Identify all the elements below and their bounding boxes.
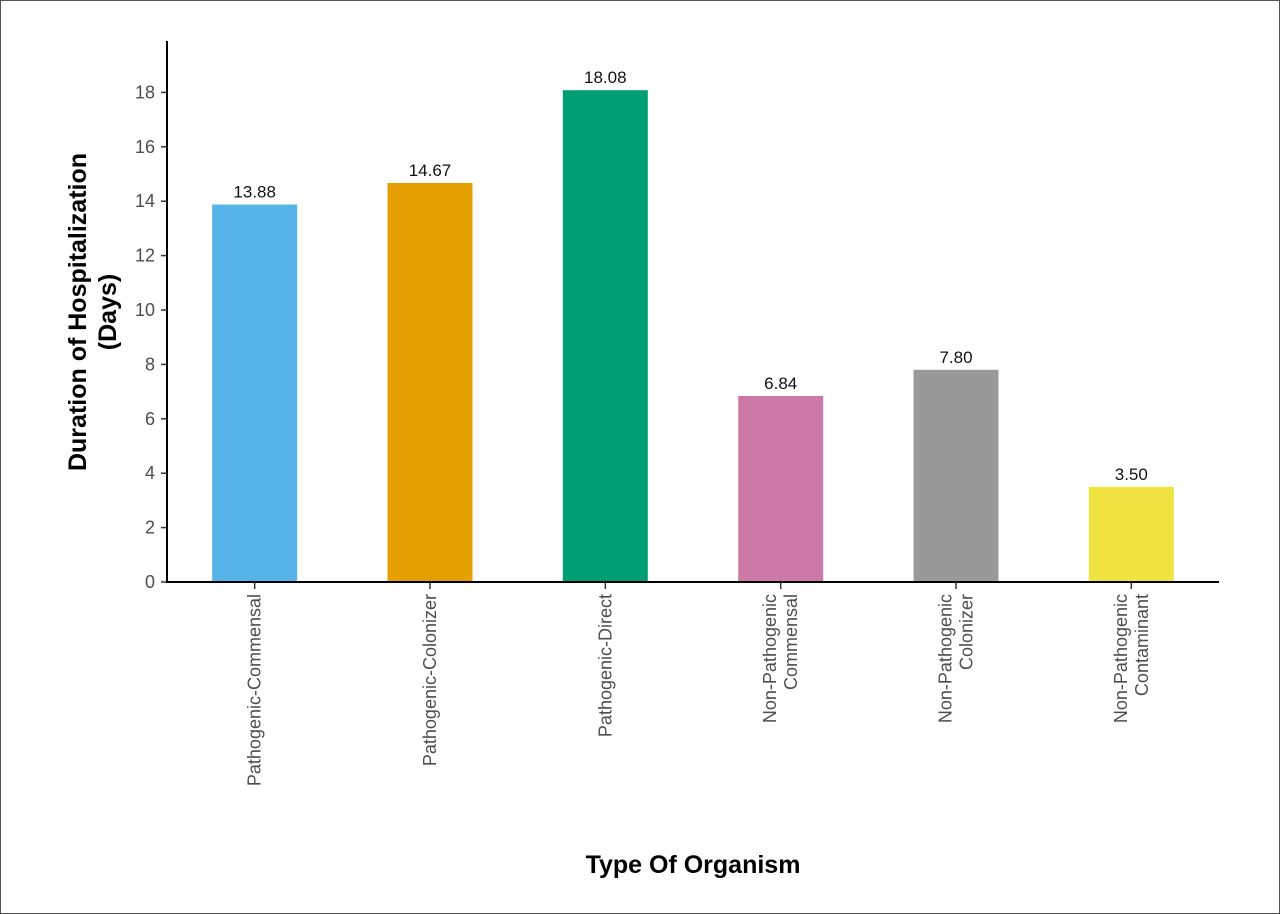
y-axis-title: Duration of Hospitalization(Days) [64,153,122,471]
y-tick-label: 6 [145,409,155,429]
x-tick-label: Pathogenic-Commensal [245,594,265,786]
y-tick-label: 8 [145,354,155,374]
y-tick-label: 10 [135,300,155,320]
bar-value-label: 14.67 [409,161,452,180]
bar-value-label: 3.50 [1115,465,1148,484]
y-tick-label: 4 [145,463,155,483]
x-tick-label: Non-PathogenicContaminant [1111,594,1152,723]
bar [738,396,824,582]
y-tick-label: 2 [145,518,155,538]
bar-value-label: 13.88 [233,183,276,202]
x-tick-label: Pathogenic-Direct [595,594,615,737]
x-tick-label: Non-PathogenicCommensal [760,594,801,723]
bar [212,204,298,582]
bar-value-label: 6.84 [764,374,797,393]
bar [562,90,648,582]
y-axis: 0 2 4 6 8 10 12 14 16 18 [135,41,168,592]
x-axis: Pathogenic-Commensal Pathogenic-Colonizer… [166,581,1219,786]
y-tick-label: 18 [135,82,155,102]
bar [1088,486,1174,582]
y-tick-label: 0 [145,572,155,592]
value-labels-group: 13.88 14.67 18.08 6.84 7.80 3.50 [233,68,1147,484]
y-tick-label: 16 [135,137,155,157]
bar-value-label: 18.08 [584,68,627,87]
x-tick-label: Non-PathogenicColonizer [936,594,977,723]
bar [387,183,473,582]
y-tick-label: 12 [135,246,155,266]
x-axis-title: Type Of Organism [586,851,801,879]
y-tick-label: 14 [135,191,155,211]
bar [913,369,999,582]
x-tick-label: Pathogenic-Colonizer [420,594,440,766]
bars-group [212,90,1174,582]
bar-value-label: 7.80 [939,348,972,367]
